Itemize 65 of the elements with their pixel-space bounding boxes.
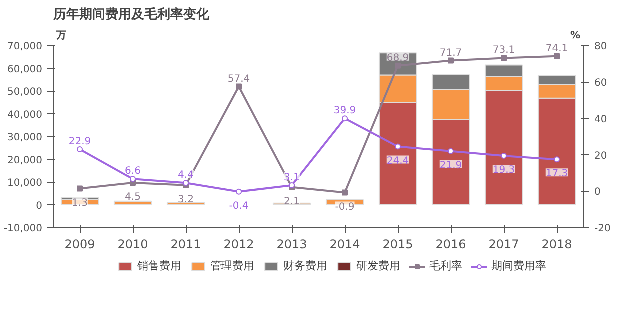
y-tick-label: 40,000 (8, 110, 43, 121)
x-tick-label: 2010 (118, 238, 148, 252)
y2-tick-label: 0 (594, 187, 601, 198)
legend-label: 销售费用 (138, 258, 182, 274)
point (77, 186, 83, 192)
legend-label: 管理费用 (210, 258, 254, 274)
point (501, 153, 507, 160)
y2-axis-title: % (570, 30, 581, 42)
y2-tick-label: 60 (594, 78, 608, 90)
data-label: -0.9 (335, 202, 355, 213)
point (236, 84, 242, 90)
y-tick-label: -10,000 (4, 224, 43, 234)
y2-tick-label: 20 (594, 150, 608, 162)
x-tick-label: 2012 (224, 238, 254, 252)
legend-label: 毛利率 (430, 258, 462, 274)
data-label: 39.9 (334, 106, 356, 117)
x-tick-label: 2009 (64, 238, 96, 252)
y-tick-label: 0 (36, 200, 43, 212)
point (448, 148, 454, 154)
data-label: 22.9 (68, 136, 92, 148)
x-tick-label: 2011 (170, 238, 202, 252)
point (342, 190, 348, 196)
y-tick-label: 20,000 (8, 155, 43, 166)
data-label: 71.7 (440, 48, 462, 59)
x-tick-label: 2018 (542, 238, 572, 252)
point (342, 116, 348, 122)
point (554, 53, 560, 60)
x-tick-label: 2017 (488, 238, 520, 252)
y-tick-label: 50,000 (8, 87, 43, 98)
data-label: 4.5 (125, 192, 141, 203)
point (554, 156, 560, 163)
data-label: 4.4 (178, 170, 194, 182)
data-label: 3.1 (284, 172, 300, 184)
chart-title: 历年期间费用及毛利率变化 (52, 6, 210, 22)
data-label: 3.2 (178, 194, 194, 206)
data-label: -0.4 (229, 200, 249, 212)
point (448, 58, 454, 64)
point (395, 144, 401, 150)
legend-label: 期间费用率 (492, 258, 546, 274)
point (130, 176, 136, 182)
data-label: 6.6 (125, 166, 141, 178)
y2-tick-label: 40 (594, 114, 608, 126)
data-label: 73.1 (492, 45, 516, 56)
y-axis-title: 万 (56, 30, 66, 42)
y2-tick-label: 80 (594, 42, 608, 53)
y2-tick-label: -20 (594, 224, 611, 234)
y-tick-label: 70,000 (8, 42, 43, 53)
point (501, 55, 507, 62)
point (236, 188, 242, 195)
data-label: 74.1 (546, 43, 568, 54)
legend-label: 研发费用 (356, 258, 400, 274)
data-label: 1.3 (72, 198, 88, 209)
data-label: 2.1 (284, 196, 300, 208)
point (77, 146, 83, 152)
bar (166, 202, 206, 206)
y-tick-label: 30,000 (8, 132, 43, 144)
x-tick-label: 2016 (436, 238, 466, 252)
y-tick-label: 10,000 (8, 178, 43, 190)
y-tick-label: 60,000 (8, 64, 43, 76)
data-label: 57.4 (228, 74, 250, 85)
point (395, 62, 401, 69)
x-tick-label: 2014 (330, 238, 360, 252)
x-tick-label: 2013 (276, 238, 308, 252)
legend-label: 财务费用 (284, 258, 328, 274)
x-tick-label: 2015 (382, 238, 414, 252)
